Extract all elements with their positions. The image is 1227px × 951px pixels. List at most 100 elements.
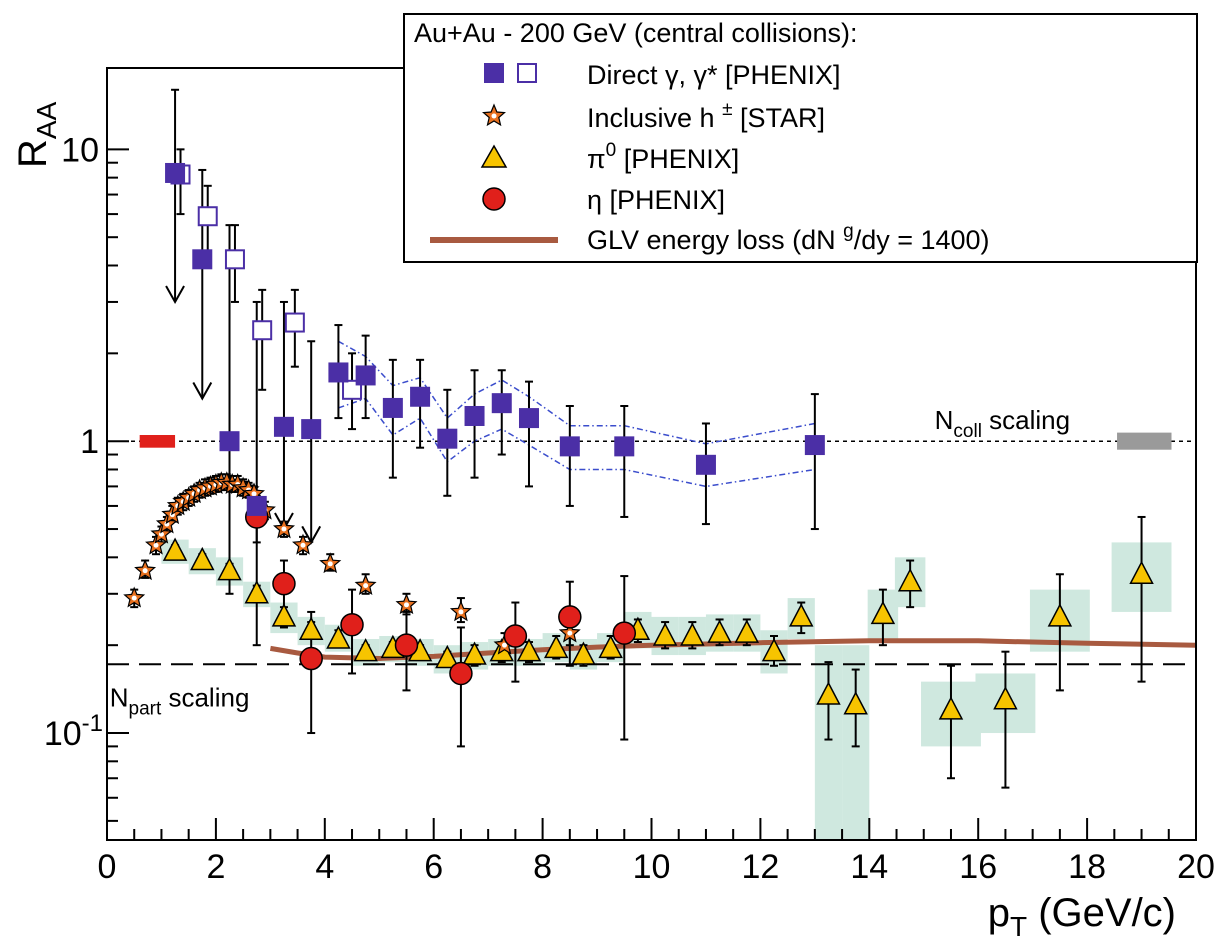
x-tick-label-18: 18 (1068, 848, 1106, 886)
legend-direct-main: γ, γ* [PHENIX] (665, 60, 841, 90)
eta-marker (558, 605, 582, 629)
eta-marker (503, 624, 528, 648)
npart-main: N (110, 682, 129, 712)
eta-marker (299, 646, 323, 671)
ncoll-main: N (935, 405, 954, 435)
ncoll-post: scaling (982, 405, 1070, 435)
hadron-marker-center (327, 561, 333, 567)
x-tick-label-4: 4 (315, 848, 334, 886)
eta-marker (340, 612, 364, 637)
x-tick-label-12: 12 (741, 848, 779, 886)
legend-pi0-marker (480, 144, 508, 168)
ncoll-uncertainty-box-left (139, 435, 176, 448)
direct-open-marker (284, 312, 305, 333)
hadron-marker-center (153, 542, 159, 548)
pi0-marker (707, 619, 732, 643)
direct-filled-marker (464, 405, 485, 426)
legend-hadron-post: [STAR] (733, 103, 826, 133)
direct-filled-marker (410, 386, 431, 407)
pi0-marker (271, 603, 297, 627)
direct-filled-marker (559, 436, 580, 457)
direct-filled-marker (273, 416, 294, 437)
systematic-bands (161, 539, 1172, 840)
direct-filled-marker (219, 431, 240, 452)
y-tick-label-0.1: 10-1 (44, 710, 103, 753)
eta-marker (449, 661, 473, 686)
y-tick-label-0.1-base: 10 (44, 715, 82, 753)
upper-limit-arrow (165, 285, 185, 304)
legend-direct-pre: Direct (587, 60, 665, 90)
legend-pi0-post: [PHENIX] (616, 144, 739, 174)
hadron-marker-center (131, 595, 137, 601)
legend-direct-filled-marker (484, 63, 504, 83)
pi0-marker (571, 641, 596, 665)
legend-hadron-sup: ± (722, 99, 732, 120)
pi0-marker (1047, 603, 1073, 627)
legend-hadron-label: Inclusive h ± [STAR] (587, 99, 825, 133)
pi0-marker (462, 641, 487, 665)
hadron-marker-center (142, 568, 148, 574)
pi0-marker (190, 546, 215, 571)
y-ticks (107, 148, 129, 822)
ncoll-uncertainty-box-right (1117, 432, 1172, 450)
pi0-marker (244, 580, 269, 604)
pi0-marker (326, 625, 351, 649)
direct-filled-marker (614, 436, 635, 457)
legend-eta-marker (482, 187, 506, 211)
x-tick-label-14: 14 (850, 848, 888, 886)
hadron-marker-center (251, 491, 257, 497)
pi0-marker (162, 537, 188, 561)
pi0-marker (993, 686, 1018, 710)
legend-pi0-label: π0 [PHENIX] (587, 140, 739, 174)
pi0-marker (435, 644, 460, 669)
legend-hadron-marker (482, 103, 506, 127)
pi0-marker (1129, 560, 1154, 585)
ncoll-scaling-label: Ncoll scaling (935, 405, 1070, 442)
legend-hadron-main: Inclusive h (587, 103, 722, 133)
y-tick-label-10: 10 (61, 131, 99, 169)
x-tick-label-0: 0 (98, 848, 117, 886)
hadron-marker-center (300, 542, 306, 548)
direct-band-lower (338, 397, 816, 488)
pi0-marker (217, 557, 242, 581)
y-tick-label-0.1-exponent: -1 (82, 710, 103, 737)
npart-post: scaling (161, 682, 249, 712)
direct-filled-marker (382, 397, 403, 418)
direct-filled-marker (804, 435, 825, 456)
direct-band-upper (338, 340, 816, 445)
x-axis-title: pT (GeV/c) (988, 891, 1176, 942)
direct-filled-marker (328, 362, 349, 383)
legend-box (403, 13, 1198, 263)
hadron-marker-center (281, 526, 287, 532)
x-tick-label-16: 16 (959, 848, 997, 886)
hadron-marker-center (363, 583, 369, 589)
y-axis-title-main: R (11, 139, 55, 168)
legend-direct-label: Direct γ, γ* [PHENIX] (587, 60, 841, 90)
npart-scaling-label: Npart scaling (110, 682, 250, 719)
direct-filled-marker (437, 428, 458, 449)
npart-sub: part (129, 698, 162, 719)
hadron-marker-center (458, 609, 464, 615)
legend-glv-pre: GLV energy loss (dN (587, 225, 843, 255)
pi0-marker (734, 619, 760, 643)
legend-glv-post: /dy = 1400) (854, 225, 990, 255)
direct-filled-marker (518, 408, 539, 429)
pi0-marker (870, 600, 896, 625)
direct-photon-uncertainty-band (338, 340, 816, 488)
x-axis-title-units: (GeV/c) (1027, 891, 1176, 935)
direct-open-marker (197, 206, 218, 227)
hadron-marker-center (403, 602, 409, 608)
eta-marker (612, 621, 637, 645)
legend-pi0-sup: 0 (606, 140, 617, 161)
direct-filled-marker (165, 162, 186, 183)
legend-header: Au+Au - 200 GeV (central collisions): (414, 18, 857, 48)
x-axis-title-main: p (988, 891, 1010, 935)
direct-open-marker (252, 320, 273, 341)
pi0-marker (598, 634, 623, 659)
legend-glv-sup: g (843, 221, 854, 242)
pi0-marker (788, 603, 814, 627)
reference-lines (107, 440, 1196, 666)
pi0-marker (816, 681, 841, 705)
direct-filled-marker (246, 495, 267, 516)
eta-marker (394, 633, 419, 657)
